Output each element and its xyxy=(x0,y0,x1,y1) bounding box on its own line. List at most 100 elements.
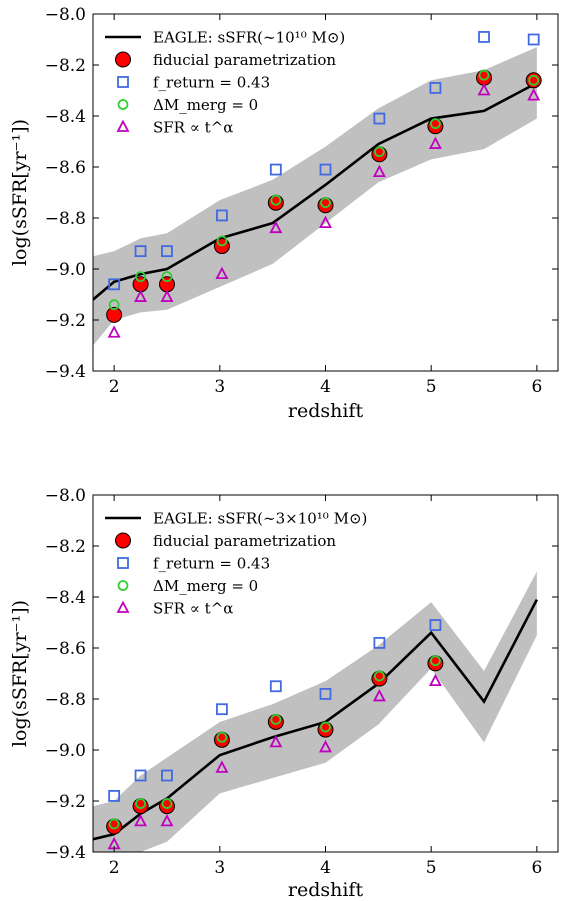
y-tick-label: −8.4 xyxy=(45,588,86,608)
legend-label: SFR ∝ t^α xyxy=(153,119,233,137)
data-point xyxy=(108,278,121,291)
y-tick-label: −9.0 xyxy=(45,741,86,761)
x-tick-label: 6 xyxy=(531,377,542,397)
data-point xyxy=(216,209,228,222)
data-point xyxy=(527,88,541,101)
y-tick-label: −8.0 xyxy=(45,486,86,506)
legend-marker xyxy=(117,99,129,110)
y-tick-label: −9.2 xyxy=(45,311,86,331)
data-point xyxy=(429,82,442,94)
data-point xyxy=(106,306,123,323)
data-point xyxy=(319,215,332,229)
data-point xyxy=(528,74,540,86)
data-point xyxy=(132,276,149,293)
data-point xyxy=(134,289,148,302)
data-point xyxy=(161,769,173,782)
x-tick-label: 4 xyxy=(320,377,331,397)
plot-area xyxy=(93,571,539,852)
data-point xyxy=(270,194,282,206)
data-point xyxy=(373,112,386,125)
legend-item: EAGLE: sSFR(∼3×10¹⁰ M⊙) xyxy=(105,510,367,528)
legend-label: ΔM_merg = 0 xyxy=(153,96,258,114)
data-point xyxy=(108,818,120,830)
legend-label: EAGLE: sSFR(∼3×10¹⁰ M⊙) xyxy=(153,510,367,528)
plot-area xyxy=(93,31,542,346)
eagle-line xyxy=(93,598,539,841)
data-point xyxy=(216,703,228,716)
y-tick-label: −8.2 xyxy=(45,537,86,557)
x-tick-label: 3 xyxy=(214,377,225,397)
data-point xyxy=(215,266,229,280)
data-point xyxy=(373,670,385,682)
legend-marker xyxy=(116,600,130,613)
legend-item: fiducial parametrization xyxy=(115,532,336,550)
series-2 xyxy=(108,619,442,802)
data-point xyxy=(158,276,175,293)
data-point xyxy=(429,619,442,631)
legend-marker xyxy=(117,557,129,569)
y-tick-label: −9.2 xyxy=(45,792,86,812)
data-point xyxy=(134,769,147,782)
legend-item: ΔM_merg = 0 xyxy=(117,96,258,114)
data-point xyxy=(478,69,490,81)
data-point xyxy=(269,163,282,176)
legend-label: fiducial parametrization xyxy=(153,532,336,550)
x-tick-label: 3 xyxy=(214,858,225,878)
data-point xyxy=(160,289,174,302)
data-point xyxy=(430,118,441,130)
data-point xyxy=(134,245,147,258)
data-point xyxy=(319,163,332,176)
y-tick-label: −8.8 xyxy=(45,209,86,229)
legend: EAGLE: sSFR(∼3×10¹⁰ M⊙) fiducial parametr… xyxy=(105,510,367,618)
data-point xyxy=(161,271,173,283)
data-point xyxy=(160,813,174,827)
x-tick-label: 2 xyxy=(109,377,120,397)
legend-label: f_return = 0.43 xyxy=(153,555,270,573)
legend: EAGLE: sSFR(∼10¹⁰ M⊙) fiducial parametriz… xyxy=(105,29,345,137)
data-point xyxy=(107,325,121,338)
data-point xyxy=(108,299,120,311)
data-point xyxy=(372,164,386,178)
series-4 xyxy=(107,673,442,850)
scatter-band xyxy=(93,571,537,852)
x-tick-label: 5 xyxy=(426,377,437,397)
legend-marker xyxy=(115,51,131,68)
data-point xyxy=(371,146,388,163)
series-3 xyxy=(108,69,540,311)
x-tick-label: 5 xyxy=(426,858,437,878)
legend-label: ΔM_merg = 0 xyxy=(153,577,258,595)
chart-panel-1: 2 3 4 5 6 −9.4 −9.2 −9.0 −8.8 −8.6 −8.4 −8.2 −8.0 red… xyxy=(9,5,559,422)
data-point xyxy=(132,798,149,815)
y-tick-label: −8.6 xyxy=(45,158,86,178)
legend-marker xyxy=(117,580,129,591)
data-point xyxy=(213,731,230,748)
data-point xyxy=(371,670,388,687)
data-point xyxy=(215,760,229,773)
legend-item: SFR ∝ t^α xyxy=(116,119,233,137)
data-point xyxy=(373,146,385,158)
data-point xyxy=(270,714,282,725)
legend-item: f_return = 0.43 xyxy=(117,555,270,573)
data-point xyxy=(372,689,386,702)
data-point xyxy=(135,271,146,283)
x-tick-label: 6 xyxy=(531,858,542,878)
data-point xyxy=(161,245,173,258)
data-point xyxy=(106,818,123,835)
data-point xyxy=(269,680,282,693)
data-point xyxy=(269,220,283,234)
data-point xyxy=(478,31,490,43)
data-point xyxy=(319,740,332,753)
y-axis-label: log(sSFR[yr⁻¹]) xyxy=(9,119,31,266)
eagle-line xyxy=(93,81,538,301)
data-point xyxy=(527,33,540,46)
y-tick-label: −9.0 xyxy=(45,260,86,280)
data-point xyxy=(161,798,173,809)
y-tick-label: −8.6 xyxy=(45,639,86,659)
legend-item: f_return = 0.43 xyxy=(117,74,270,92)
legend-item: EAGLE: sSFR(∼10¹⁰ M⊙) xyxy=(105,29,345,47)
data-point xyxy=(216,235,228,247)
data-point xyxy=(108,790,121,802)
y-tick-label: −9.4 xyxy=(45,843,86,863)
data-point xyxy=(428,673,442,687)
data-point xyxy=(158,798,175,815)
